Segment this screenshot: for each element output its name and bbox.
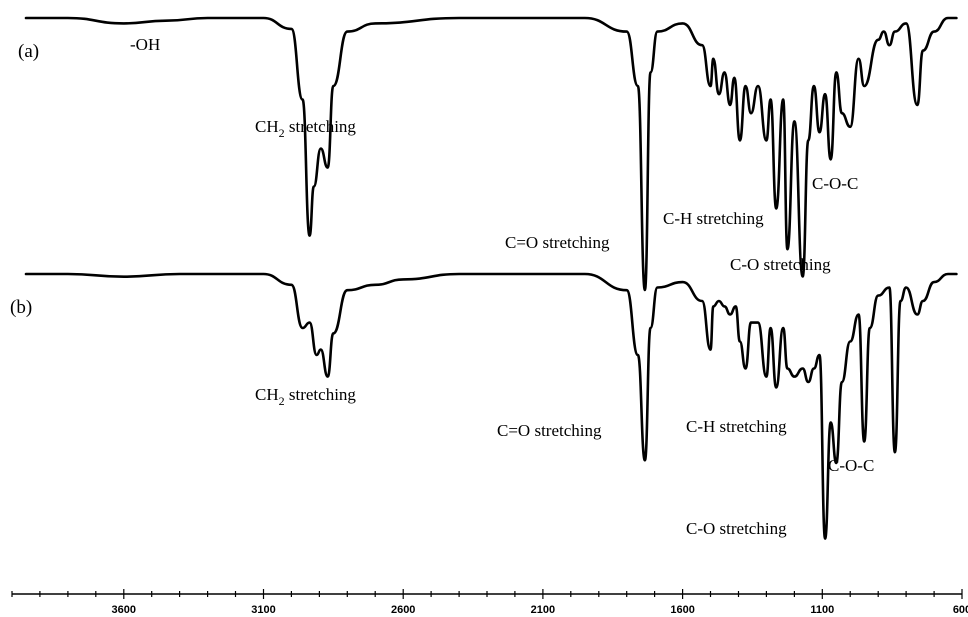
annotation-c-o-stretch-b: C-O stretching <box>686 519 787 538</box>
x-tick-label: 1100 <box>810 604 834 616</box>
spectrum-line-b <box>24 272 958 540</box>
panel-label-b: (b) <box>10 297 32 318</box>
annotation-ch-stretch-b: C-H stretching <box>686 417 787 436</box>
annotation-co-stretch-b: C=O stretching <box>497 421 602 440</box>
x-axis: 3600 3100 2600 2100 1600 1100 600 <box>11 589 968 616</box>
x-tick-label: 2600 <box>391 604 415 616</box>
annotation-oh: -OH <box>130 35 160 54</box>
annotation-co-stretch-a: C=O stretching <box>505 233 610 252</box>
x-tick-label: 3600 <box>112 604 136 616</box>
x-tick-label: 600 <box>953 604 968 616</box>
spectra-group <box>24 16 958 540</box>
x-tick-label: 3100 <box>251 604 275 616</box>
annotation-coc-a: C-O-C <box>812 174 858 193</box>
x-tick-label: 1600 <box>670 604 694 616</box>
panel-label-a: (a) <box>18 41 39 62</box>
annotation-ch2-b: CH2 stretching <box>255 385 356 408</box>
x-ticks: 3600 3100 2600 2100 1600 1100 600 <box>11 589 968 616</box>
annotation-ch2-a: CH2 stretching <box>255 117 356 140</box>
annotation-coc-b: C-O-C <box>828 456 874 475</box>
annotation-ch-stretch-a: C-H stretching <box>663 209 764 228</box>
annotation-c-o-stretch-a: C-O stretching <box>730 255 831 274</box>
spectrum-line-a <box>24 16 958 292</box>
x-tick-label: 2100 <box>531 604 555 616</box>
